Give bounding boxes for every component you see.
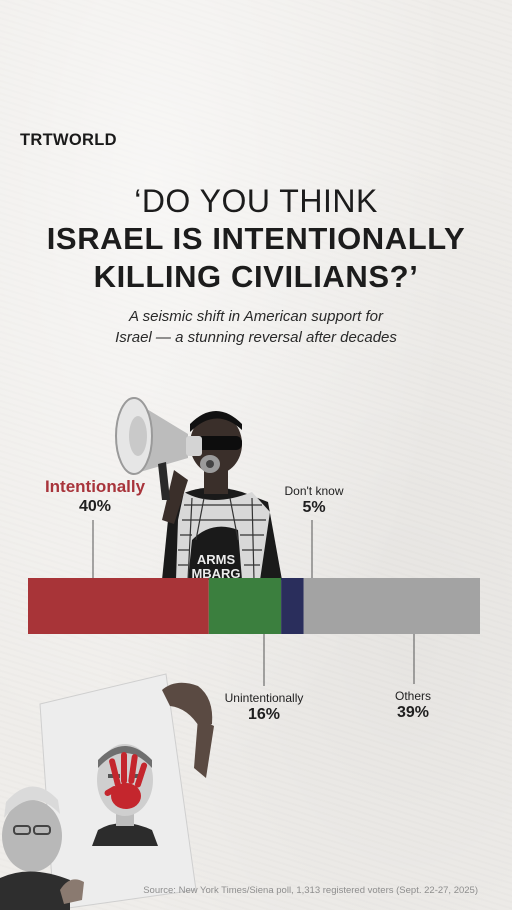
label-intentionally: Intentionally 40% — [30, 477, 160, 516]
bar-segment-unintentionally — [208, 578, 282, 634]
protester-megaphone-photo: ARMS MBARG — [115, 397, 282, 580]
label-intentionally-value: 40% — [78, 498, 112, 515]
headline-question-line: ‘DO YOU THINK — [134, 183, 378, 219]
label-others-value: 39% — [396, 704, 430, 721]
shirt-text-line-2: MBARG — [191, 566, 240, 580]
label-unintentionally-name: Unintentionally — [224, 691, 304, 705]
label-unintentionally: Unintentionally 16% — [214, 691, 314, 724]
stacked-bar-chart — [28, 520, 480, 686]
headline-bold: ISRAEL IS INTENTIONALLY KILLING CIVILIAN… — [0, 220, 512, 296]
label-intentionally-name: Intentionally — [44, 477, 146, 496]
source-note: Source: New York Times/Siena poll, 1,313… — [143, 885, 478, 896]
label-unintentionally-value: 16% — [247, 706, 281, 723]
headline-bold-line-1: ISRAEL IS INTENTIONALLY — [46, 221, 466, 256]
subtitle: A seismic shift in American support for … — [0, 306, 512, 348]
shirt-text-line-1: ARMS — [197, 552, 236, 567]
label-others-name: Others — [394, 689, 431, 703]
label-dont-know: Don't know 5% — [274, 484, 354, 517]
bar-segment-others — [303, 578, 480, 634]
bar-segment-intentionally — [28, 578, 209, 634]
headline-bold-line-2: KILLING CIVILIANS?’ — [93, 259, 419, 294]
label-others: Others 39% — [368, 689, 458, 722]
label-dont-know-value: 5% — [302, 499, 326, 516]
label-dont-know-name: Don't know — [284, 484, 344, 498]
subtitle-line-1: A seismic shift in American support for — [129, 308, 383, 325]
trt-world-logo: TRTWORLD — [20, 131, 117, 149]
protest-sign-photo — [0, 673, 214, 910]
subtitle-line-2: Israel — a stunning reversal after decad… — [115, 329, 397, 346]
bar-segment-dont-know — [281, 578, 304, 634]
